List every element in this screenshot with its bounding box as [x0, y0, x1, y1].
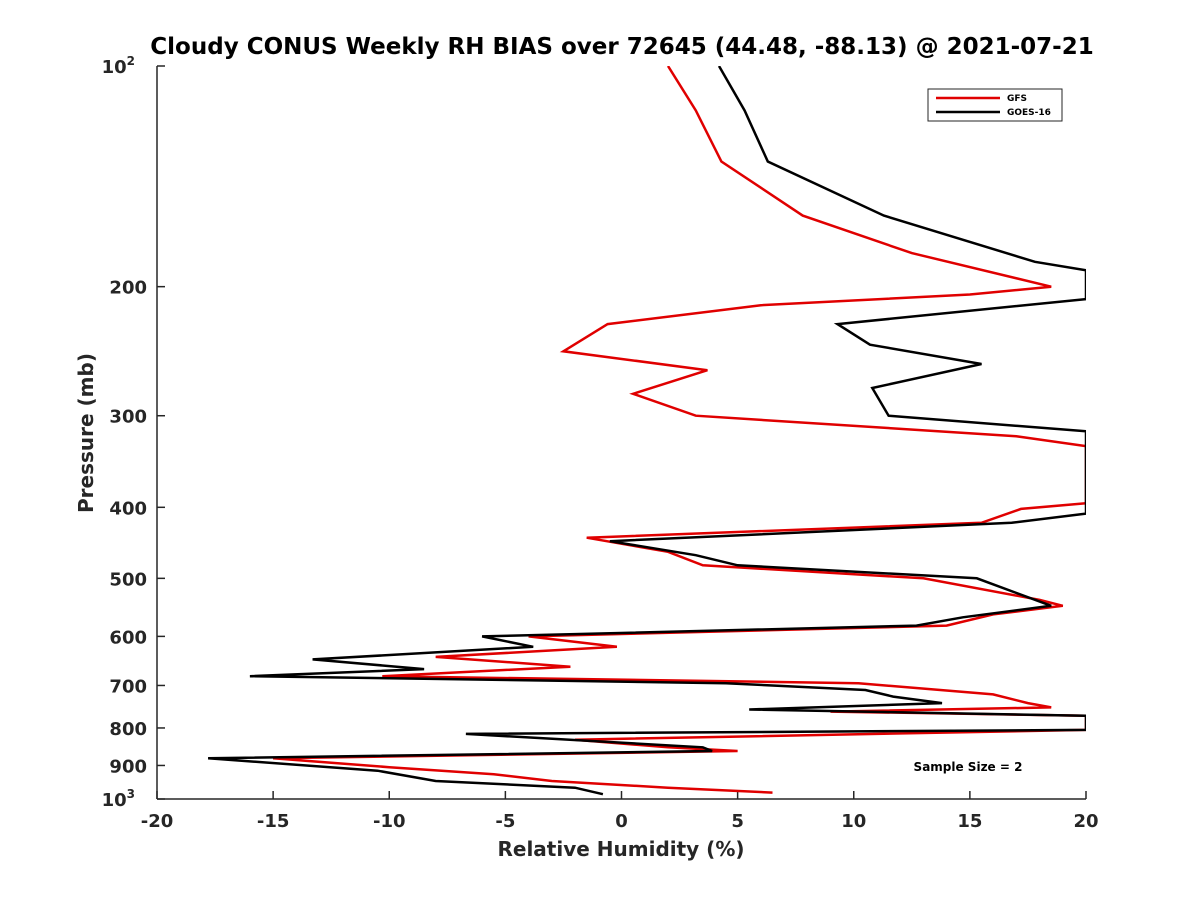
x-tick-label: -10	[373, 811, 406, 832]
x-tick-label: 0	[615, 811, 628, 832]
chart-title: Cloudy CONUS Weekly RH BIAS over 72645 (…	[150, 34, 1093, 60]
y-tick-label: 600	[109, 627, 147, 648]
y-tick-label: 200	[109, 278, 147, 299]
legend-box	[927, 88, 1063, 122]
legend-label: GFS	[1007, 94, 1027, 104]
y-tick-label: 700	[109, 676, 147, 697]
x-tick-label: -15	[257, 811, 290, 832]
sample-size-annotation: Sample Size = 2	[914, 760, 1023, 774]
series-line-goes-16	[208, 66, 1086, 796]
legend-label: GOES-16	[1007, 108, 1051, 118]
y-tick-label: 400	[109, 498, 147, 519]
y-tick-label: 800	[109, 719, 147, 740]
x-axis-label: Relative Humidity (%)	[497, 837, 744, 861]
y-axis-label: Pressure (mb)	[74, 353, 98, 513]
x-tick-label: -20	[141, 811, 174, 832]
y-tick-label: 300	[109, 407, 147, 428]
plot-area: -20 -15 -10 -5 0 5 10 15 20 102 200 300 400 500 600 700…	[102, 54, 1099, 832]
y-tick-label: 900	[109, 756, 147, 777]
x-tick-label: 15	[957, 811, 982, 832]
y-tick-label: 103	[102, 787, 135, 811]
y-tick-label: 102	[102, 54, 135, 78]
x-tick-label: 20	[1073, 811, 1098, 832]
x-tick-label: 5	[731, 811, 744, 832]
x-tick-label: -5	[495, 811, 515, 832]
x-tick-label: 10	[841, 811, 866, 832]
y-tick-label: 500	[109, 569, 147, 590]
